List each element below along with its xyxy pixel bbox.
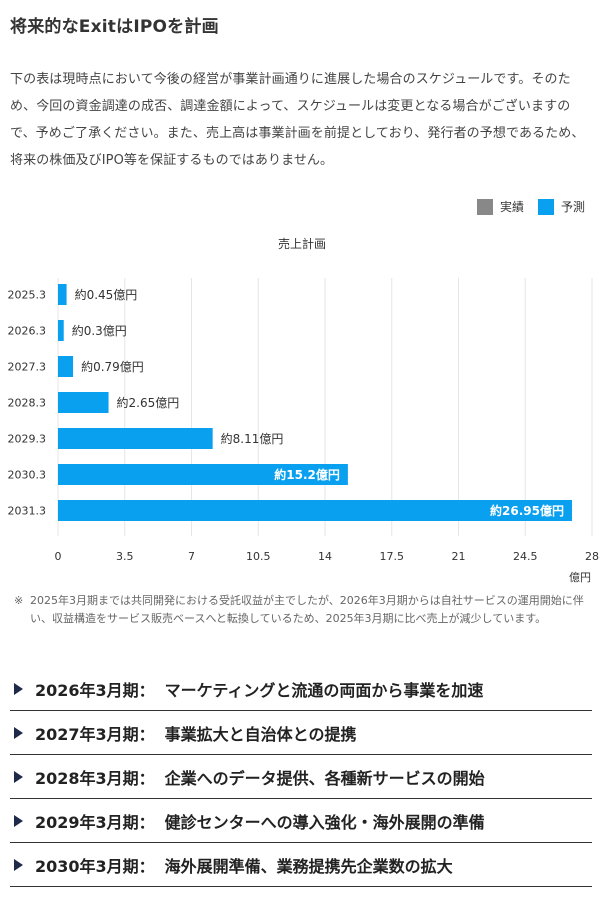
chart-legend: 実績 予測 — [476, 198, 585, 215]
bar — [58, 428, 213, 449]
x-tick-label: 28 — [585, 550, 599, 563]
data-label: 約8.11億円 — [221, 431, 284, 446]
category-label: 2030.3 — [8, 469, 47, 482]
x-tick-label: 24.5 — [513, 550, 538, 563]
chart-footnote: ※ 2025年3月期までは共同開発における受託収益が主でしたが、2026年3月期… — [14, 592, 594, 628]
x-tick-label: 21 — [452, 550, 466, 563]
triangle-bullet-icon — [14, 858, 23, 871]
milestone-period: 2029年3月期： — [35, 812, 155, 832]
milestone-period: 2027年3月期： — [35, 724, 155, 744]
bar — [58, 464, 348, 485]
milestone-item[interactable]: 2030年3月期： 海外展開準備、業務提携先企業数の拡大 — [10, 843, 592, 887]
chart-x-ticks: 0 3.5 7 10.5 14 17.5 21 24.5 28 — [55, 550, 600, 563]
milestone-text: 健診センターへの導入強化・海外展開の準備 — [164, 812, 485, 832]
intro-paragraph: 下の表は現時点において今後の経営が事業計画通りに進展した場合のスケジュールです。… — [10, 72, 585, 168]
triangle-bullet-icon — [14, 770, 23, 783]
triangle-bullet-icon — [14, 682, 23, 695]
milestone-item[interactable]: 2028年3月期： 企業へのデータ提供、各種新サービスの開始 — [10, 755, 592, 799]
chart-grid — [57, 278, 593, 536]
x-tick-label: 0 — [55, 550, 62, 563]
category-label: 2026.3 — [8, 325, 47, 338]
milestone-text: 事業拡大と自治体との提携 — [164, 724, 357, 744]
legend-item-actual[interactable]: 実績 — [476, 198, 524, 215]
data-label: 約0.79億円 — [81, 359, 144, 374]
milestone-period: 2026年3月期： — [35, 680, 155, 700]
category-label: 2031.3 — [8, 505, 47, 518]
data-label: 約2.65億円 — [117, 395, 180, 410]
legend-label-forecast: 予測 — [560, 200, 585, 214]
category-label: 2029.3 — [8, 433, 47, 446]
bar — [58, 392, 109, 413]
milestone-text: 海外展開準備、業務提携先企業数の拡大 — [164, 856, 453, 876]
triangle-bullet-icon — [14, 814, 23, 827]
legend-label-actual: 実績 — [499, 200, 524, 214]
triangle-bullet-icon — [14, 726, 23, 739]
bar — [58, 284, 67, 305]
x-tick-label: 14 — [318, 550, 332, 563]
milestone-item[interactable]: 2026年3月期： マーケティングと流通の両面から事業を加速 — [10, 667, 592, 711]
bar — [58, 356, 74, 377]
milestone-period: 2030年3月期： — [35, 856, 155, 876]
milestone-item[interactable]: 2029年3月期： 健診センターへの導入強化・海外展開の準備 — [10, 799, 592, 843]
milestone-list: 2026年3月期： マーケティングと流通の両面から事業を加速 2027年3月期：… — [10, 667, 592, 887]
x-tick-label: 17.5 — [380, 550, 405, 563]
data-label: 約0.3億円 — [72, 323, 127, 338]
category-label: 2027.3 — [8, 361, 47, 374]
sales-plan-chart: 売上計画 約0.45億円約0.3億円約0.79億円約2.65億円約8.11億円約… — [8, 236, 600, 584]
page-title: 将来的なExitはIPOを計画 — [10, 17, 219, 37]
bar — [58, 500, 572, 521]
milestone-period: 2028年3月期： — [35, 768, 155, 788]
x-tick-label: 3.5 — [116, 550, 134, 563]
chart-title: 売上計画 — [278, 236, 326, 251]
legend-swatch-forecast — [537, 198, 554, 215]
legend-item-forecast[interactable]: 予測 — [537, 198, 585, 215]
x-tick-label: 7 — [188, 550, 195, 563]
category-label: 2025.3 — [8, 289, 47, 302]
chart-bars: 約0.45億円約0.3億円約0.79億円約2.65億円約8.11億円約15.2億… — [58, 284, 572, 521]
milestone-item[interactable]: 2027年3月期： 事業拡大と自治体との提携 — [10, 711, 592, 755]
milestone-text: マーケティングと流通の両面から事業を加速 — [164, 680, 484, 700]
x-axis-unit: 億円 — [569, 571, 591, 584]
data-label: 約15.2億円 — [274, 467, 340, 482]
data-label: 約26.95億円 — [490, 503, 564, 518]
bar — [58, 320, 64, 341]
footnote-text: 2025年3月期までは共同開発における受託収益が主でしたが、2026年3月期から… — [30, 594, 584, 625]
milestone-text: 企業へのデータ提供、各種新サービスの開始 — [164, 768, 485, 788]
footnote-mark: ※ — [14, 594, 24, 607]
data-label: 約0.45億円 — [75, 287, 138, 302]
chart-category-labels: 2025.3 2026.3 2027.3 2028.3 2029.3 2030.3 2031… — [8, 289, 47, 518]
category-label: 2028.3 — [8, 397, 47, 410]
x-tick-label: 10.5 — [246, 550, 271, 563]
legend-swatch-actual — [476, 198, 493, 215]
